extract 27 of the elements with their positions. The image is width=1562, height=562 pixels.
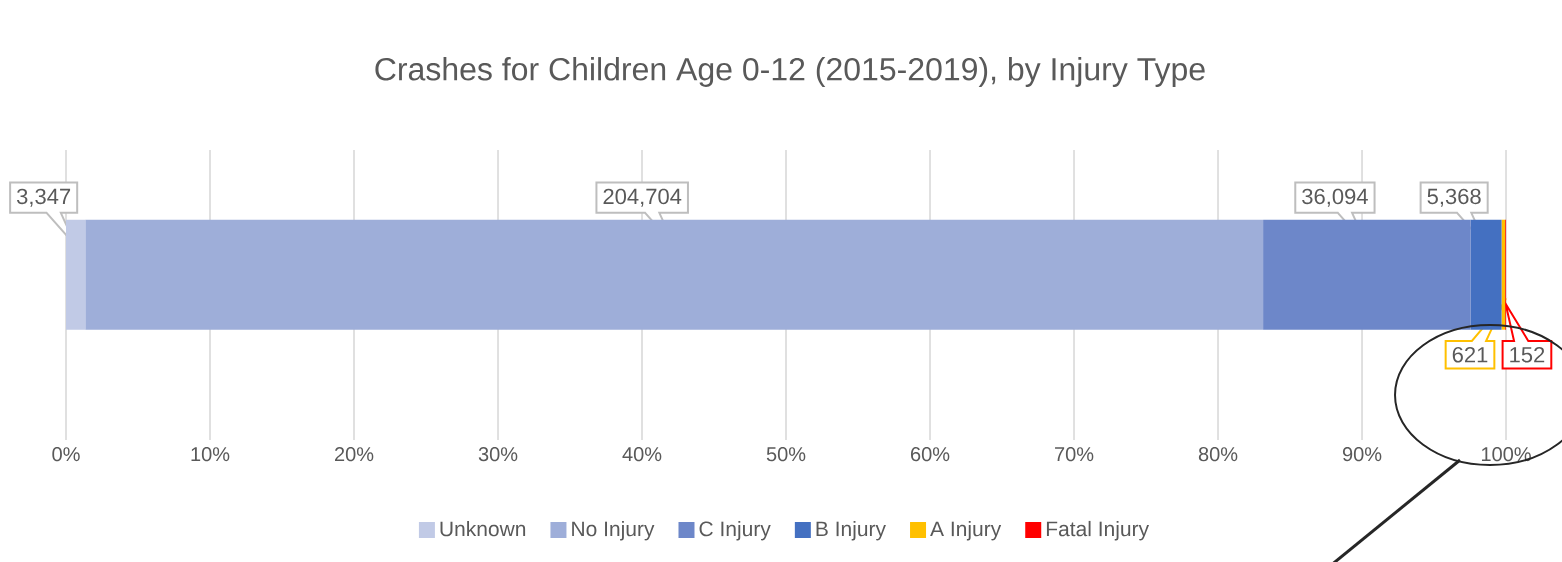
annotation: 204,704 [603,188,682,207]
legend-label: C Injury [699,520,771,541]
x-tick-label: 20% [335,447,374,462]
bar [66,219,86,330]
x-tick-label: 90% [1342,447,1382,462]
annotation: 36,094 [1302,188,1368,207]
legend-label: B Injury [816,520,886,541]
legend-label: Unknown [440,520,526,537]
x-tick-label: 10% [191,447,230,462]
text: 152 [1510,346,1545,363]
x-tick-label: 60% [911,447,950,462]
bar [1263,219,1471,330]
x-tick-label: 0% [52,447,80,462]
x-tick-label: 30% [478,447,518,462]
legend-label: Fatal Injury [1046,520,1150,541]
x-tick-label: 80% [1198,447,1238,462]
bar [85,219,1264,330]
x-tick-label: 40% [622,447,662,462]
annotation: 5,368 [1427,188,1481,207]
legend-label: No Injury [572,520,655,541]
x-tick-label: 100% [1481,447,1531,462]
x-tick-label: 50% [766,447,806,462]
chart-title: Crashes for Children Age 0-12 (2015-2019), by Injury Type [375,57,1205,87]
legend-label: A Injury [930,520,1002,541]
annotation: 621 [1452,346,1488,363]
annotation: 3,347 [16,188,71,207]
x-tick-label: 70% [1055,447,1094,462]
